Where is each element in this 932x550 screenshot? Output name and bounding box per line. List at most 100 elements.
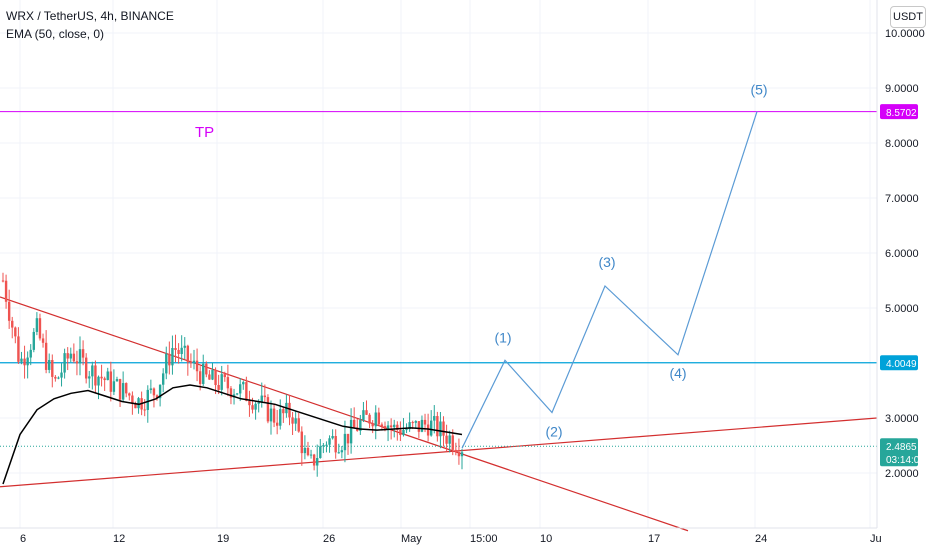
candle [20, 351, 23, 365]
candle-body [365, 410, 368, 415]
candle [359, 414, 362, 435]
candle [23, 345, 26, 379]
ema-line [2, 384, 463, 485]
candle-body [69, 353, 72, 359]
candle [72, 343, 76, 364]
candle-body [322, 445, 325, 447]
candle-body [297, 418, 300, 432]
candle-body [149, 388, 153, 390]
currency-button[interactable]: USDT [890, 6, 926, 28]
candle-body [155, 395, 159, 399]
candle-body [275, 422, 279, 426]
candle [106, 367, 109, 381]
candle [220, 365, 223, 396]
candle-body [319, 446, 322, 459]
candle-body [374, 412, 377, 427]
candle-body [23, 358, 26, 366]
candle [408, 412, 411, 432]
candle-body [20, 358, 23, 362]
candle-body [143, 409, 146, 411]
candle [165, 346, 168, 380]
price-label: 6.0000 [885, 248, 919, 260]
candle [125, 382, 128, 398]
candle-body [269, 408, 273, 422]
candle-body [214, 369, 217, 386]
candle [312, 453, 316, 471]
candle-body [325, 444, 328, 446]
candle [402, 418, 405, 437]
candle [14, 326, 17, 344]
candle-body [198, 371, 202, 384]
candle [269, 400, 273, 435]
candle-body [300, 431, 304, 454]
candle-body [97, 376, 100, 386]
candle-body [448, 435, 451, 444]
last-price-badge: 2.4865 03:14:05 [880, 438, 925, 467]
candle [180, 335, 183, 362]
candle-body [257, 402, 260, 404]
candle-body [393, 424, 396, 428]
candle [454, 442, 458, 456]
candle-body [309, 454, 313, 456]
wave-labels: (1) (2) (3) (4) (5) [494, 82, 767, 440]
candle [60, 363, 63, 387]
wave-label: (4) [669, 365, 686, 381]
candle-body [251, 405, 254, 410]
candle [134, 401, 137, 409]
candle-body [106, 371, 109, 381]
candle-body [137, 398, 140, 409]
candle [352, 407, 356, 428]
candle [118, 378, 122, 407]
candle-body [183, 345, 186, 348]
candle [242, 380, 245, 390]
candle [439, 411, 442, 449]
candle-body [368, 414, 371, 424]
tp-price-badge-text: 8.5702 [886, 108, 917, 119]
candle [192, 349, 196, 370]
candle [183, 337, 186, 360]
candle-body [152, 388, 156, 396]
candle [211, 362, 214, 381]
candle-body [84, 357, 88, 379]
candle-body [371, 423, 374, 427]
candle-body [328, 438, 331, 445]
candle [41, 333, 45, 348]
wave-label: (1) [494, 329, 511, 345]
candle-body [429, 420, 433, 436]
candle-body [433, 416, 436, 421]
candle [63, 348, 66, 379]
candle-body [211, 369, 214, 380]
candle [239, 377, 242, 402]
time-label: Ju [870, 533, 882, 545]
candle [371, 420, 374, 434]
candle-body [81, 349, 85, 358]
candle [48, 353, 51, 374]
candle [115, 376, 119, 382]
candle-body [192, 360, 196, 363]
candle [146, 385, 149, 423]
candle-body [359, 420, 362, 431]
candle-body [312, 454, 316, 466]
candle-body [186, 345, 190, 363]
tp-price-badge-bg [880, 104, 918, 120]
candle [66, 347, 69, 371]
candle-body [408, 422, 411, 430]
candle-body [112, 381, 116, 392]
candle [331, 429, 334, 440]
candle [334, 429, 337, 459]
candle-body [380, 424, 384, 427]
candle [81, 340, 85, 366]
candle [285, 394, 288, 418]
candle [263, 384, 267, 403]
candle [266, 394, 270, 424]
candle-body [38, 318, 42, 339]
candle-body [202, 363, 205, 384]
candle [152, 387, 156, 408]
candle [337, 443, 340, 454]
price-label: 2.0000 [885, 468, 919, 480]
candle [429, 410, 433, 437]
candle-body [405, 429, 408, 431]
candle [94, 360, 97, 394]
candle-body [1, 280, 5, 282]
